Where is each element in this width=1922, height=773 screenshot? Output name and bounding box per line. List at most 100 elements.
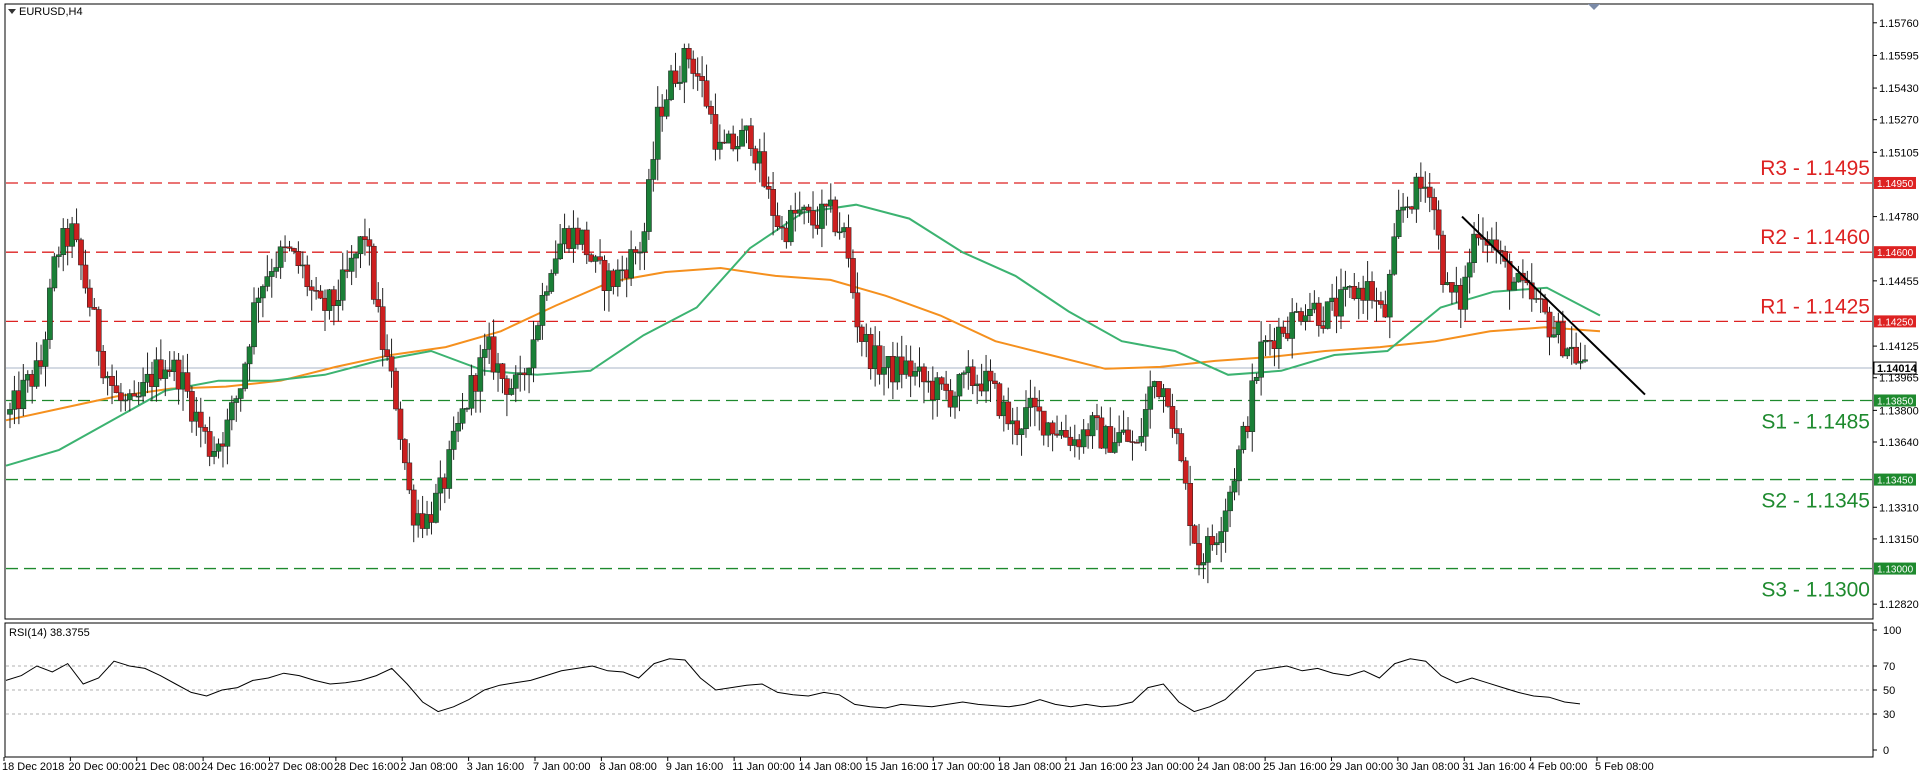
candle-body bbox=[819, 203, 825, 229]
time-tick-label: 25 Jan 16:00 bbox=[1263, 761, 1327, 773]
candle-body bbox=[1391, 236, 1398, 275]
candle-body bbox=[1537, 298, 1544, 300]
price-axis[interactable]: 1.15760 1.15595 1.15430 1.15270 1.15105 1.147… bbox=[1873, 18, 1919, 611]
candle-body bbox=[1147, 386, 1154, 410]
candle-body bbox=[122, 399, 129, 402]
candle-body bbox=[832, 199, 839, 233]
candle-body bbox=[685, 48, 692, 60]
candle-body bbox=[512, 374, 519, 389]
candle-body bbox=[672, 70, 679, 84]
level-label: R3 - 1.1495 bbox=[1760, 157, 1870, 180]
candle-body bbox=[1191, 525, 1198, 544]
candle-body bbox=[268, 271, 275, 277]
candle-body bbox=[1582, 359, 1588, 362]
candle-body bbox=[1107, 426, 1114, 453]
candle-body bbox=[703, 80, 710, 107]
candle-body bbox=[499, 363, 506, 379]
candle-body bbox=[1063, 430, 1069, 438]
candle-body bbox=[197, 411, 204, 428]
candle-body bbox=[1240, 425, 1247, 450]
time-tick-label: 17 Jan 00:00 bbox=[931, 761, 995, 773]
candle-body bbox=[1400, 206, 1406, 211]
dropdown-triangle-icon[interactable] bbox=[8, 9, 16, 14]
shift-marker-icon[interactable] bbox=[1588, 4, 1600, 10]
current-price-tag bbox=[1873, 361, 1917, 375]
time-tick-label: 21 Dec 08:00 bbox=[135, 761, 200, 773]
candle-body bbox=[1573, 346, 1579, 364]
candle-body bbox=[508, 388, 515, 395]
candle-body bbox=[796, 209, 803, 214]
candle-body bbox=[20, 379, 27, 410]
candle-body bbox=[1577, 360, 1584, 364]
candle-body bbox=[969, 366, 976, 386]
candle-body bbox=[273, 267, 280, 272]
price-tick-label: 1.12820 bbox=[1879, 599, 1919, 611]
candle-body bbox=[366, 239, 373, 247]
candle-body bbox=[717, 141, 723, 150]
candle-body bbox=[459, 408, 466, 424]
candle-body bbox=[109, 375, 115, 386]
current-price-tag-text: 1.14014 bbox=[1877, 363, 1918, 375]
time-tick-label: 30 Jan 08:00 bbox=[1396, 761, 1460, 773]
candle-body bbox=[251, 302, 257, 348]
candle-body bbox=[1395, 209, 1402, 238]
rsi-tick-label: 100 bbox=[1883, 625, 1901, 637]
candle-body bbox=[1196, 543, 1202, 566]
candle-body bbox=[699, 76, 705, 81]
candle-body bbox=[543, 291, 550, 296]
candle-body bbox=[388, 356, 395, 372]
candle-body bbox=[1165, 388, 1171, 407]
time-tick-label: 7 Jan 00:00 bbox=[533, 761, 591, 773]
candle-body bbox=[779, 226, 785, 229]
price-panel[interactable] bbox=[4, 3, 1874, 620]
candle-body bbox=[291, 248, 297, 252]
candle-body bbox=[632, 249, 639, 253]
candle-body bbox=[135, 395, 142, 398]
rsi-tick-label: 50 bbox=[1883, 685, 1895, 697]
level-tag bbox=[1874, 394, 1916, 407]
candle-body bbox=[100, 350, 107, 379]
time-tick-label: 8 Jan 08:00 bbox=[599, 761, 657, 773]
candle-body bbox=[42, 339, 49, 367]
candle-body bbox=[637, 251, 643, 254]
rsi-tick-label: 70 bbox=[1883, 661, 1895, 673]
candle-body bbox=[1462, 276, 1469, 310]
candle-body bbox=[1378, 300, 1384, 305]
candle-body bbox=[1209, 536, 1216, 546]
candle-body bbox=[455, 423, 461, 432]
candle-body bbox=[295, 251, 302, 266]
price-axis-tags: 1.14950 1.14600 1.14250 1.13850 1.13450 1.130… bbox=[1873, 176, 1918, 576]
candle-body bbox=[277, 246, 284, 268]
candle-body bbox=[956, 374, 963, 397]
candle-body bbox=[331, 289, 337, 306]
candle-body bbox=[1417, 176, 1424, 189]
time-tick-label: 24 Jan 08:00 bbox=[1197, 761, 1261, 773]
time-tick-label: 4 Feb 00:00 bbox=[1529, 761, 1588, 773]
candle-body bbox=[348, 257, 355, 272]
candle-body bbox=[1023, 407, 1029, 430]
candle-body bbox=[1342, 286, 1349, 290]
level-tag bbox=[1874, 315, 1916, 328]
candle-body bbox=[934, 377, 941, 401]
time-tick-label: 31 Jan 16:00 bbox=[1462, 761, 1526, 773]
candle-body bbox=[1280, 326, 1287, 334]
candle-body bbox=[55, 254, 62, 257]
candle-body bbox=[1307, 308, 1313, 316]
candle-body bbox=[1173, 428, 1180, 434]
time-axis[interactable]: 18 Dec 2018 20 Dec 00:00 21 Dec 08:00 24 De… bbox=[2, 757, 1654, 773]
candle-body bbox=[1386, 273, 1393, 318]
time-tick-label: 11 Jan 00:00 bbox=[732, 761, 795, 773]
time-tick-label: 18 Jan 08:00 bbox=[998, 761, 1062, 773]
candle-body bbox=[1276, 326, 1282, 349]
candle-body bbox=[450, 430, 457, 450]
candle-body bbox=[91, 307, 98, 310]
candle-body bbox=[7, 409, 13, 415]
level-tag-text: 1.14600 bbox=[1877, 248, 1914, 259]
candle-body bbox=[246, 346, 253, 365]
candle-body bbox=[481, 349, 488, 358]
trendline[interactable] bbox=[1461, 215, 1646, 396]
candle-body bbox=[1227, 491, 1233, 512]
candle-body bbox=[118, 392, 124, 401]
level-label: R2 - 1.1460 bbox=[1760, 226, 1870, 249]
